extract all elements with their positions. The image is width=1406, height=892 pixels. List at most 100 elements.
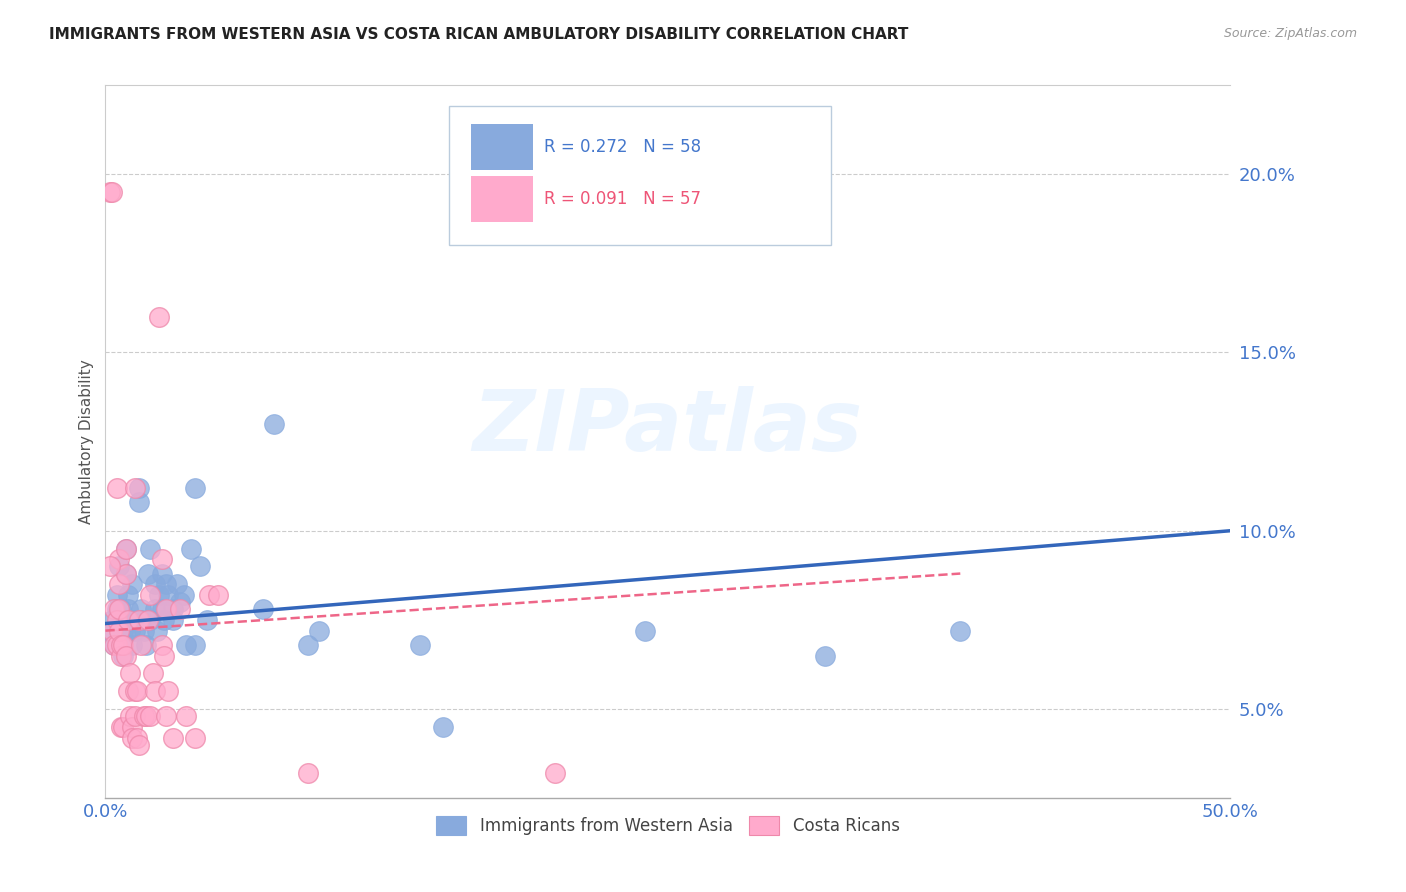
Point xyxy=(108,602,131,616)
Point xyxy=(157,684,180,698)
Point xyxy=(110,720,132,734)
Point xyxy=(124,709,146,723)
Point xyxy=(124,613,146,627)
Point xyxy=(150,552,173,566)
Point xyxy=(155,602,177,616)
Point xyxy=(153,613,176,627)
Point xyxy=(135,638,157,652)
Point xyxy=(101,613,124,627)
FancyBboxPatch shape xyxy=(449,106,831,245)
Point xyxy=(544,766,567,780)
Point xyxy=(143,577,166,591)
Point xyxy=(114,648,136,663)
Point xyxy=(114,566,136,581)
Point xyxy=(110,638,132,652)
Point xyxy=(634,624,657,638)
Point xyxy=(110,648,132,663)
Text: IMMIGRANTS FROM WESTERN ASIA VS COSTA RICAN AMBULATORY DISABILITY CORRELATION CH: IMMIGRANTS FROM WESTERN ASIA VS COSTA RI… xyxy=(49,27,908,42)
Point xyxy=(128,481,150,495)
Point xyxy=(153,648,176,663)
Point xyxy=(136,613,159,627)
Point xyxy=(103,602,125,616)
Point xyxy=(112,720,135,734)
Point xyxy=(142,666,165,681)
Point xyxy=(112,638,135,652)
Point xyxy=(169,602,191,616)
Point xyxy=(121,731,143,745)
Point xyxy=(146,624,169,638)
Point xyxy=(98,559,121,574)
Point xyxy=(114,541,136,556)
Point xyxy=(121,577,143,591)
Point xyxy=(105,613,128,627)
Point xyxy=(120,666,142,681)
Point xyxy=(128,738,150,752)
Point xyxy=(125,731,148,745)
Point xyxy=(105,588,128,602)
Point xyxy=(132,624,155,638)
Point xyxy=(128,495,150,509)
Point xyxy=(143,684,166,698)
Point xyxy=(162,613,184,627)
Point xyxy=(105,638,128,652)
Point xyxy=(124,684,146,698)
Point xyxy=(132,709,155,723)
Point xyxy=(120,624,142,638)
Point xyxy=(101,185,124,199)
Point xyxy=(101,624,124,638)
Point xyxy=(125,684,148,698)
FancyBboxPatch shape xyxy=(471,176,533,222)
Point xyxy=(139,709,162,723)
Point xyxy=(184,731,207,745)
Point xyxy=(263,417,285,431)
Point xyxy=(252,602,274,616)
Point xyxy=(124,481,146,495)
Point xyxy=(139,613,162,627)
Point xyxy=(131,638,153,652)
Point xyxy=(162,602,184,616)
Legend: Immigrants from Western Asia, Costa Ricans: Immigrants from Western Asia, Costa Rica… xyxy=(427,807,908,844)
Point xyxy=(108,552,131,566)
Text: Source: ZipAtlas.com: Source: ZipAtlas.com xyxy=(1223,27,1357,40)
Point xyxy=(143,602,166,616)
Y-axis label: Ambulatory Disability: Ambulatory Disability xyxy=(79,359,94,524)
Point xyxy=(150,566,173,581)
Point xyxy=(814,648,837,663)
Point xyxy=(114,541,136,556)
Point xyxy=(184,638,207,652)
Point xyxy=(176,709,198,723)
Point xyxy=(166,577,188,591)
Point xyxy=(184,481,207,495)
Point xyxy=(108,624,131,638)
Point xyxy=(121,638,143,652)
Point xyxy=(103,638,125,652)
Point xyxy=(135,709,157,723)
Point xyxy=(139,588,162,602)
Point xyxy=(117,684,139,698)
Point xyxy=(150,602,173,616)
Text: ZIPatlas: ZIPatlas xyxy=(472,385,863,469)
Point xyxy=(98,185,121,199)
Point xyxy=(308,624,330,638)
Point xyxy=(112,648,135,663)
Point xyxy=(176,638,198,652)
Point xyxy=(180,541,202,556)
Point xyxy=(207,588,229,602)
Point xyxy=(117,588,139,602)
Point xyxy=(108,577,131,591)
Point xyxy=(105,602,128,616)
Point xyxy=(297,766,319,780)
Point xyxy=(117,613,139,627)
Point xyxy=(110,602,132,616)
Point xyxy=(949,624,972,638)
Point xyxy=(131,602,153,616)
Point xyxy=(105,481,128,495)
Point xyxy=(157,588,180,602)
Point xyxy=(297,638,319,652)
Point xyxy=(198,588,221,602)
Point xyxy=(139,541,162,556)
Point xyxy=(173,588,195,602)
Point xyxy=(98,624,121,638)
Point xyxy=(169,595,191,609)
Point xyxy=(150,638,173,652)
